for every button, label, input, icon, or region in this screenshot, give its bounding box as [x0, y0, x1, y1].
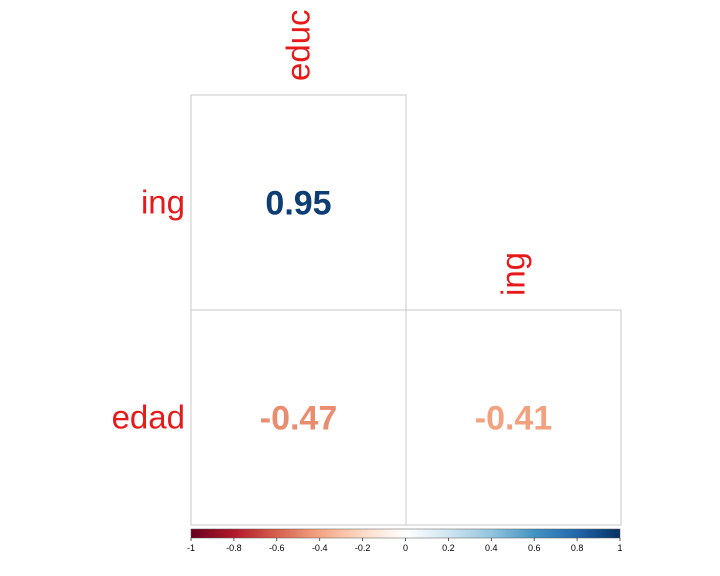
column-label-ing: ing — [495, 252, 532, 296]
colorbar-tick-label: -0.4 — [312, 543, 328, 553]
colorbar-tick-label: -0.6 — [269, 543, 285, 553]
colorbar-tick-label: 1 — [617, 543, 622, 553]
colorbar-tick-label: 0.2 — [442, 543, 455, 553]
cell-value-ing-educ: 0.95 — [265, 185, 331, 223]
colorbar-tick-label: 0.6 — [528, 543, 541, 553]
colorbar-tick-label: -0.2 — [355, 543, 371, 553]
cell-ing-educ — [190, 94, 407, 311]
cell-edad-ing — [405, 309, 622, 526]
column-label-educ: educ — [280, 9, 317, 81]
colorbar-tick-label: -0.8 — [226, 543, 242, 553]
cell-value-edad-educ: -0.47 — [260, 400, 338, 438]
cell-edad-educ — [190, 309, 407, 526]
colorbar-gradient — [190, 528, 621, 539]
colorbar-tick-label: 0.8 — [571, 543, 584, 553]
labels-layer: educ ing ing edad — [112, 9, 532, 435]
cells-layer: 0.95 -0.47 -0.41 — [190, 94, 622, 526]
cell-value-edad-ing: -0.41 — [475, 400, 553, 438]
row-label-ing: ing — [141, 184, 185, 221]
colorbar: -1 -0.8 -0.6 -0.4 -0.2 0 0.2 0.4 0.6 0.8 1 — [187, 528, 623, 553]
colorbar-tick-label: 0 — [403, 543, 408, 553]
row-label-edad: edad — [112, 399, 185, 436]
colorbar-tick-label: 0.4 — [485, 543, 498, 553]
colorbar-tick-label: -1 — [187, 543, 195, 553]
